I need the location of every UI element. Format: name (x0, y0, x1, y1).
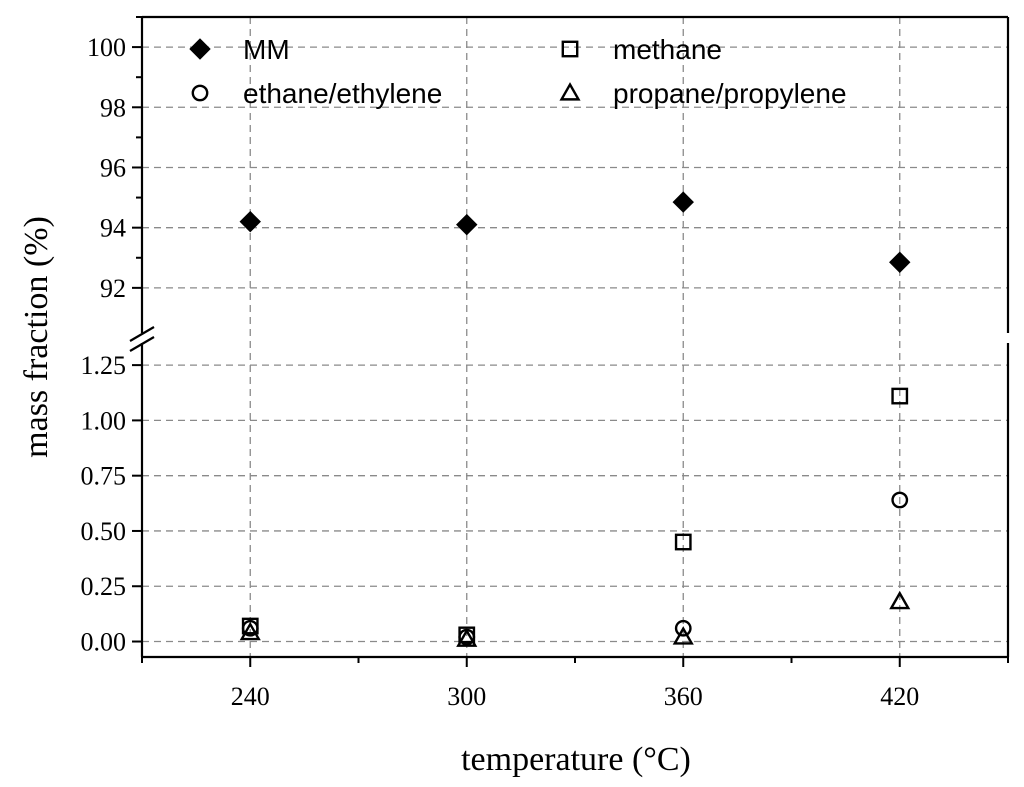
data-point-propane-propylene (239, 621, 261, 641)
data-point-propane-propylene (672, 626, 694, 645)
axis-break-mark (129, 326, 155, 342)
legend-marker-propane-propylene (559, 82, 581, 101)
legend-label-methane: methane (613, 34, 722, 65)
plot-frame (129, 15, 1010, 659)
y-tick-label: 92 (100, 274, 126, 303)
data-point-methane (891, 387, 909, 405)
data-point-mm (672, 191, 694, 213)
data-point-methane (674, 533, 692, 551)
tick-labels: 240 300 360 420 92 94 96 98 100 0.00 0.25 0.50 0.75 1… (81, 33, 920, 711)
legend-label-mm: MM (243, 34, 290, 65)
y-tick-label: 0.75 (81, 462, 127, 491)
y-tick-label: 0.00 (81, 628, 127, 657)
x-tick-label: 420 (880, 682, 919, 711)
y-tick-label: 1.00 (81, 406, 127, 435)
x-tick-label: 360 (664, 682, 703, 711)
data-point-propane-propylene (889, 590, 911, 610)
x-tick-label: 300 (447, 682, 486, 711)
data-point-ethane-ethylene (891, 491, 909, 509)
axis-break-mark (129, 336, 155, 352)
legend-marker-mm (189, 38, 211, 60)
y-tick-label: 0.25 (81, 572, 127, 601)
legend-marker-methane (561, 40, 579, 58)
y-tick-label: 0.50 (81, 517, 127, 546)
y-tick-label: 98 (100, 93, 126, 122)
data-point-ethane-ethylene (674, 619, 692, 637)
data-point-mm (889, 251, 911, 273)
axis-ticks (132, 16, 1009, 667)
y-tick-label: 94 (100, 214, 126, 243)
legend-marker-ethane-ethylene (191, 84, 209, 102)
data-markers (239, 191, 911, 647)
y-tick-label: 96 (100, 153, 126, 182)
x-tick-label: 240 (231, 682, 270, 711)
legend-label-propane-propylene: propane/propylene (613, 78, 847, 109)
data-point-mm (239, 210, 261, 233)
data-point-ethane-ethylene (241, 619, 259, 637)
data-point-mm (456, 213, 478, 236)
y-tick-label: 100 (87, 33, 126, 62)
data-point-propane-propylene (456, 628, 478, 647)
y-tick-label: 1.25 (81, 351, 127, 380)
y-axis-title: mass fraction (%) (18, 216, 55, 458)
grid-lines (142, 17, 1008, 657)
legend: MM methane ethane/ethylene propane/propylen… (189, 34, 847, 109)
x-axis-title: temperature (°C) (461, 741, 691, 778)
legend-label-ethane-ethylene: ethane/ethylene (243, 78, 442, 109)
